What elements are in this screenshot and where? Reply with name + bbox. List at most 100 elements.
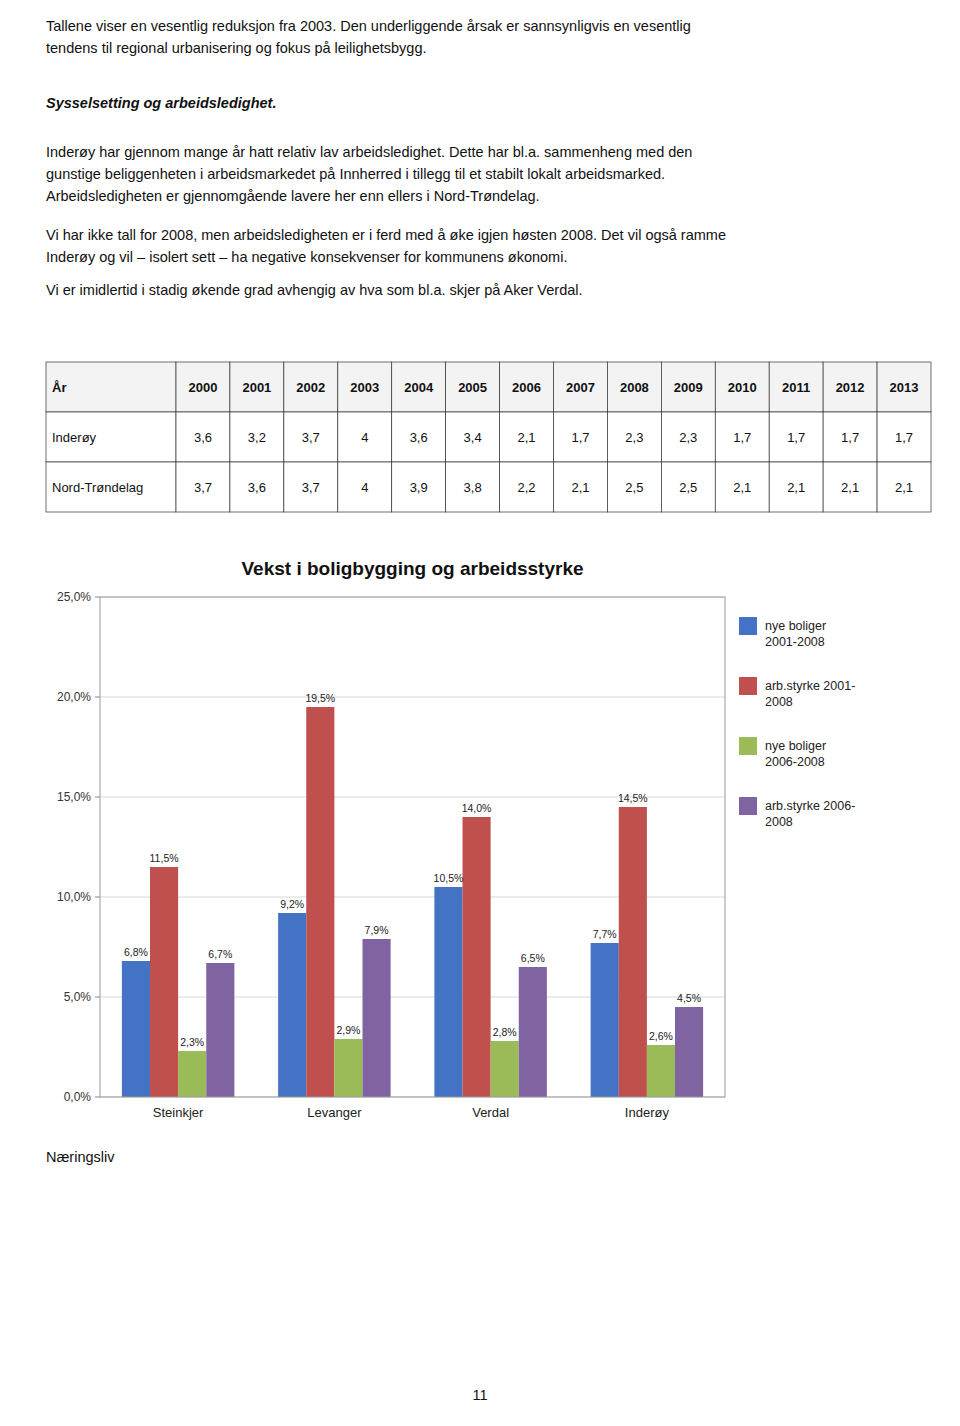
legend-swatch — [739, 617, 757, 635]
tick-label: 10,0% — [57, 890, 91, 904]
table-text: 3,7 — [302, 430, 320, 445]
tick-mark — [95, 597, 100, 598]
table-text: Inderøy — [52, 430, 97, 445]
table-cell — [446, 362, 500, 412]
table-text: 3,6 — [248, 480, 266, 495]
table-text: 2,5 — [625, 480, 643, 495]
data-label: 7,9% — [365, 924, 389, 936]
table-text: 2,3 — [625, 430, 643, 445]
page: Tallene viser en vesentlig reduksjon fra… — [0, 0, 960, 1426]
data-label: 4,5% — [677, 992, 701, 1004]
data-label: 19,5% — [305, 692, 335, 704]
data-label: 14,0% — [462, 802, 492, 814]
data-label: 7,7% — [593, 928, 617, 940]
footer: Næringsliv — [46, 1149, 115, 1165]
table-cell — [392, 412, 446, 462]
bar — [647, 1045, 675, 1097]
tick-mark — [95, 697, 100, 698]
table-cell — [446, 462, 500, 512]
table-cell — [46, 412, 176, 462]
table-header: 2006 — [512, 380, 541, 395]
data-labels: 6,8%9,2%10,5%7,7%11,5%19,5%14,0%14,5%2,3… — [124, 692, 701, 1048]
tick-label: 5,0% — [64, 990, 92, 1004]
table-cell — [392, 362, 446, 412]
table-cell — [607, 412, 661, 462]
table-cell — [284, 362, 338, 412]
data-label: 2,8% — [493, 1026, 517, 1038]
table-cell — [661, 462, 715, 512]
table-text: 3,7 — [302, 480, 320, 495]
table-header: År — [52, 380, 66, 395]
table-cell — [338, 362, 392, 412]
table-cell — [607, 362, 661, 412]
paragraph-line: gunstige beliggenheten i arbeidsmarkedet… — [46, 166, 665, 182]
bar — [363, 939, 391, 1097]
table-cell — [392, 462, 446, 512]
bars — [122, 707, 703, 1097]
data-label: 11,5% — [150, 852, 179, 864]
table-text: 2,1 — [733, 480, 751, 495]
table-cell — [715, 412, 769, 462]
table-text: 3,9 — [410, 480, 428, 495]
table-header: 2008 — [620, 380, 649, 395]
table-text: 1,7 — [787, 430, 805, 445]
table-text: 3,6 — [410, 430, 428, 445]
table-cell — [823, 412, 877, 462]
table-cell — [877, 362, 931, 412]
table-text: 3,6 — [194, 430, 212, 445]
table-cell — [338, 412, 392, 462]
data-label: 6,8% — [124, 946, 148, 958]
bar — [619, 807, 647, 1097]
data-label: 6,7% — [208, 948, 232, 960]
table-header: 2012 — [836, 380, 865, 395]
table-header: 2001 — [242, 380, 271, 395]
table-cell — [176, 412, 230, 462]
table-header: 2013 — [890, 380, 919, 395]
legend-swatch — [739, 737, 757, 755]
table-cell — [823, 362, 877, 412]
table-cell — [230, 362, 284, 412]
tick-label: 20,0% — [57, 690, 91, 704]
table-text: 2,1 — [571, 480, 589, 495]
table-header: 2005 — [458, 380, 487, 395]
data-label: 14,5% — [618, 792, 648, 804]
table-header: 2011 — [782, 380, 810, 395]
table-cell — [554, 362, 608, 412]
section-title: Sysselsetting og arbeidsledighet. — [46, 95, 276, 111]
data-label: 2,3% — [180, 1036, 204, 1048]
tick-label: 15,0% — [57, 790, 91, 804]
legend: nye boliger2001-2008arb.styrke 2001-2008… — [739, 617, 855, 829]
bar — [675, 1007, 703, 1097]
data-label: 9,2% — [280, 898, 304, 910]
bar — [463, 817, 491, 1097]
table-cell — [46, 462, 176, 512]
paragraph-line: Inderøy og vil – isolert sett – ha negat… — [46, 249, 567, 265]
table-cell — [500, 362, 554, 412]
table-text: 3,4 — [464, 430, 482, 445]
table-text: 2,1 — [517, 430, 535, 445]
bar — [519, 967, 547, 1097]
legend-label: nye boliger2006-2008 — [765, 739, 826, 769]
table-text: Nord-Trøndelag — [52, 480, 143, 495]
table-text: 2,3 — [679, 430, 697, 445]
tick-mark — [95, 997, 100, 998]
table-header: 2007 — [566, 380, 595, 395]
table-cell — [661, 362, 715, 412]
table-cell — [176, 362, 230, 412]
table-cell — [500, 412, 554, 462]
table-cell — [46, 362, 176, 412]
table-text: 1,7 — [841, 430, 859, 445]
data-label: 6,5% — [521, 952, 545, 964]
category-label: Levanger — [307, 1105, 362, 1120]
table-text: 2,1 — [895, 480, 913, 495]
table-cell — [877, 462, 931, 512]
table-cell — [877, 412, 931, 462]
bar — [278, 913, 306, 1097]
legend-swatch — [739, 797, 757, 815]
legend-label-line: 2008 — [765, 815, 793, 829]
table-text: 3,2 — [248, 430, 266, 445]
table-cell — [554, 412, 608, 462]
legend-swatch — [739, 677, 757, 695]
table-text: 2,1 — [841, 480, 859, 495]
legend-label: arb.styrke 2006-2008 — [765, 799, 855, 829]
